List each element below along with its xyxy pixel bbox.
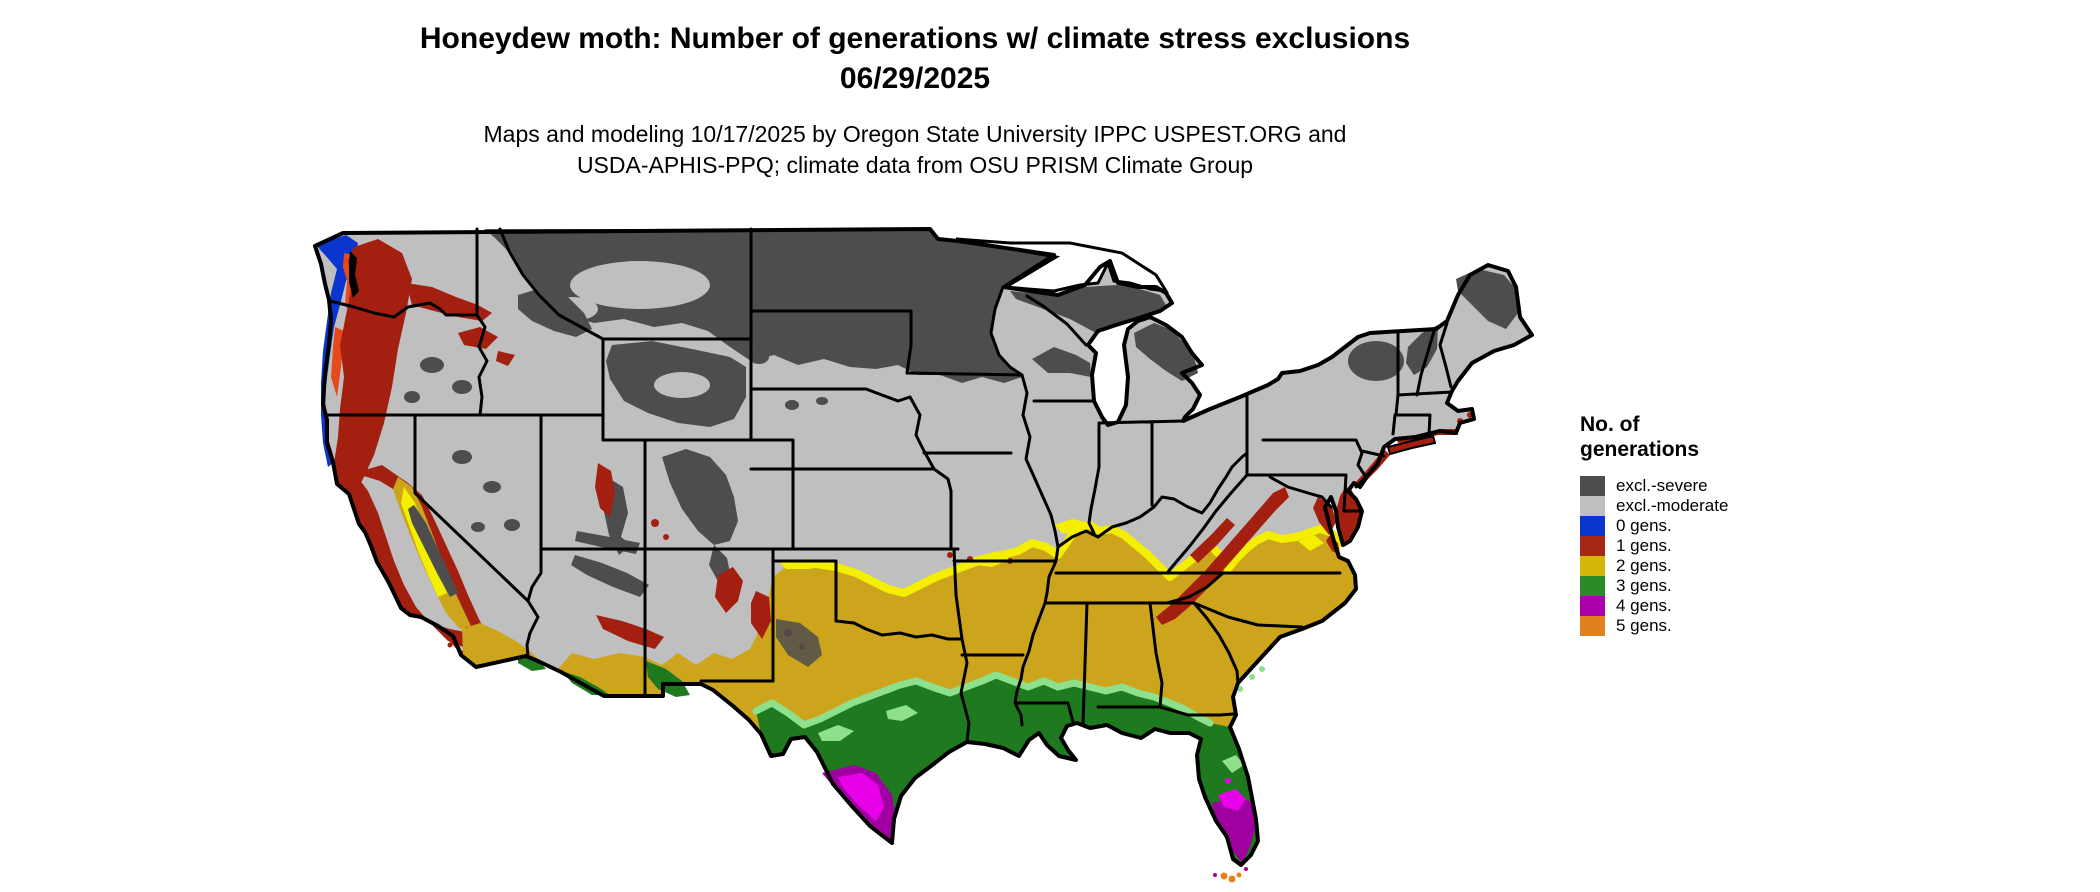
- severe-nevada3: [504, 519, 520, 531]
- region-excl-severe-overlays: [408, 505, 822, 667]
- legend-swatch-5gens: [1580, 616, 1605, 636]
- yellow-blob-ky: [1054, 519, 1090, 535]
- magenta-south-texas-bright: [838, 773, 884, 821]
- red-mogollon: [596, 615, 664, 649]
- severe-colorado: [662, 449, 738, 545]
- magenta-south-florida-bright: [1218, 789, 1246, 811]
- legend-title-line2: generations: [1580, 438, 1700, 461]
- yellow-blob-va: [1298, 535, 1324, 551]
- legend-label: 4 gens.: [1616, 596, 1672, 615]
- magenta-south-florida: [1212, 797, 1256, 863]
- legend-swatch-0gens: [1580, 516, 1605, 536]
- region-4gens: [822, 765, 1256, 863]
- red-co-dot2: [663, 534, 669, 540]
- page-title: Honeydew moth: Number of generations w/ …: [419, 22, 1411, 55]
- legend-item-4gens: 4 gens.: [1580, 596, 1860, 616]
- legend-label: excl.-moderate: [1616, 496, 1729, 515]
- red-co-dot1: [651, 519, 659, 527]
- magenta-keys-dot2: [1244, 867, 1248, 871]
- region-5gens: [1213, 867, 1248, 883]
- red-appalachians2: [1190, 518, 1235, 563]
- legend-swatch-2gens: [1580, 556, 1605, 576]
- red-blue-mtns: [458, 327, 498, 349]
- green-se-arizona: [646, 661, 690, 697]
- lightgreen-patch-fl: [1222, 755, 1244, 773]
- legend-label: 3 gens.: [1616, 576, 1672, 595]
- severe-hole-montana: [570, 261, 710, 309]
- severe-oregon2: [452, 380, 472, 394]
- lightgreen-patch-tx2: [886, 705, 918, 721]
- severe-black-hills: [749, 350, 769, 364]
- subtitle-credits-line2: USDA-APHIS-PPQ; climate data from OSU PR…: [576, 152, 1254, 178]
- legend-item-3gens: 3 gens.: [1580, 576, 1860, 596]
- red-ozark-dot1: [947, 552, 953, 558]
- severe-oregon3: [404, 391, 420, 403]
- severe-arizona-rim: [571, 555, 649, 597]
- legend-label: 0 gens.: [1616, 516, 1672, 535]
- page-title-date: 06/29/2025: [839, 62, 991, 95]
- red-nm2: [751, 591, 771, 639]
- red-cascades: [334, 239, 412, 495]
- red-ca-coast-range: [334, 463, 476, 667]
- us-generations-map: [310, 225, 1560, 885]
- magenta-keys-dot: [1213, 873, 1217, 877]
- map-legend: No. of generations excl.-severe excl.-mo…: [1580, 412, 1860, 636]
- subtitle-credits-line1: Maps and modeling 10/17/2025 by Oregon S…: [483, 121, 1347, 147]
- legend-item-1gens: 1 gens.: [1580, 536, 1860, 556]
- legend-swatch-4gens: [1580, 596, 1605, 616]
- severe-michigan-north: [1134, 323, 1198, 381]
- severe-vt-nh: [1406, 325, 1438, 375]
- severe-nevada1: [452, 450, 472, 464]
- legend-rows: excl.-severe excl.-moderate 0 gens. 1 ge…: [1580, 476, 1860, 636]
- us-outline: [313, 227, 1534, 867]
- severe-hole-wyoming: [654, 372, 710, 398]
- legend-label: 2 gens.: [1616, 556, 1672, 575]
- legend-swatch-excl-moderate: [1580, 496, 1605, 516]
- severe-wisconsin: [1032, 347, 1091, 377]
- red-appalachians: [1156, 487, 1289, 625]
- legend-item-2gens: 2 gens.: [1580, 556, 1860, 576]
- state-borders: [324, 227, 1454, 744]
- lightgreen-patch-tx1: [818, 725, 854, 741]
- legend-item-excl-moderate: excl.-moderate: [1580, 496, 1860, 516]
- map-svg: [313, 227, 1534, 883]
- legend-item-0gens: 0 gens.: [1580, 516, 1860, 536]
- yellow-blob-mo: [974, 551, 1010, 567]
- red-wasatch: [595, 463, 615, 517]
- legend-swatch-excl-severe: [1580, 476, 1605, 496]
- severe-oregon1: [420, 357, 444, 373]
- red-east-washington: [406, 283, 492, 321]
- legend-title: No. of generations: [1580, 412, 1860, 462]
- puget-sound: [349, 251, 359, 298]
- severe-nevada4: [471, 522, 485, 532]
- orange-keys-dot3: [1236, 872, 1242, 878]
- lightgreen-dot-sc2: [1249, 674, 1255, 680]
- severe-nevada2: [483, 481, 501, 493]
- severe-west-texas: [776, 619, 822, 667]
- red-snake-valley: [496, 351, 515, 366]
- lightgreen-dot-sc3: [1259, 666, 1265, 672]
- legend-label: 1 gens.: [1616, 536, 1672, 555]
- legend-swatch-1gens: [1580, 536, 1605, 556]
- legend-item-5gens: 5 gens.: [1580, 616, 1860, 636]
- magenta-dot-fl: [1225, 778, 1231, 784]
- red-long-island: [1386, 434, 1437, 456]
- orange-keys-dot1: [1220, 872, 1228, 880]
- legend-swatch-3gens: [1580, 576, 1605, 596]
- legend-item-excl-severe: excl.-severe: [1580, 476, 1860, 496]
- red-nm1: [715, 567, 743, 613]
- legend-label: 5 gens.: [1616, 616, 1672, 635]
- severe-adirondacks: [1348, 341, 1404, 381]
- severe-maine-north: [1456, 269, 1518, 329]
- legend-label: excl.-severe: [1616, 476, 1708, 495]
- gold-yellow-fringe: [806, 521, 1343, 597]
- severe-sandhills1: [785, 400, 799, 410]
- severe-sierra-crest: [408, 505, 458, 597]
- orange-keys-dot2: [1228, 875, 1236, 883]
- legend-title-line1: No. of: [1580, 413, 1640, 436]
- severe-sandhills2: [816, 397, 828, 405]
- red-channel-island1: [447, 642, 453, 648]
- green-lightgreen-fringe: [752, 671, 1214, 729]
